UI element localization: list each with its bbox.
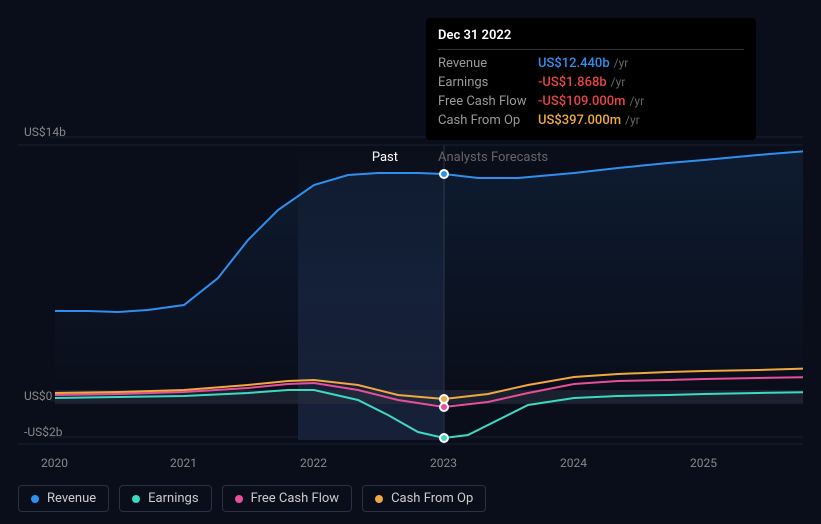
tooltip-row-value: US$12.440b	[538, 56, 610, 71]
tooltip-row: RevenueUS$12.440b/yr	[438, 54, 744, 73]
legend-item-free-cash-flow[interactable]: Free Cash Flow	[222, 485, 352, 512]
tooltip-date: Dec 31 2022	[438, 28, 744, 50]
chart-area: Past Analysts Forecasts US$14b US$0 -US$2b…	[18, 0, 803, 470]
legend-dot	[132, 495, 140, 503]
tooltip-row-label: Revenue	[438, 56, 538, 71]
tooltip-row-label: Free Cash Flow	[438, 94, 538, 109]
y-axis-label: US$14b	[24, 125, 66, 139]
legend-label: Free Cash Flow	[251, 491, 339, 506]
tooltip-row-suffix: /yr	[629, 94, 644, 109]
tooltip-row-value: -US$109.000m	[538, 94, 625, 109]
tooltip-row-value: US$397.000m	[538, 113, 621, 128]
chart-legend: Revenue Earnings Free Cash Flow Cash From O…	[18, 485, 486, 512]
tooltip-row: Earnings-US$1.868b/yr	[438, 73, 744, 92]
x-axis-label: 2020	[41, 456, 68, 470]
tooltip-row: Cash From OpUS$397.000m/yr	[438, 111, 744, 130]
legend-item-earnings[interactable]: Earnings	[119, 485, 211, 512]
tooltip-row: Free Cash Flow-US$109.000m/yr	[438, 92, 744, 111]
x-axis-label: 2023	[430, 456, 457, 470]
y-axis-label: -US$2b	[24, 425, 62, 439]
x-axis-label: 2021	[170, 456, 197, 470]
legend-dot	[235, 495, 243, 503]
tooltip-row-suffix: /yr	[625, 113, 640, 128]
forecast-label: Analysts Forecasts	[438, 150, 548, 165]
x-axis-label: 2025	[690, 456, 717, 470]
tooltip-row-value: -US$1.868b	[538, 75, 607, 90]
tooltip-row-label: Earnings	[438, 75, 538, 90]
legend-label: Revenue	[47, 491, 96, 506]
y-axis-label: US$0	[24, 389, 52, 403]
legend-item-cash-from-op[interactable]: Cash From Op	[362, 485, 486, 512]
tooltip-row-label: Cash From Op	[438, 113, 538, 128]
legend-item-revenue[interactable]: Revenue	[18, 485, 109, 512]
legend-dot	[375, 495, 383, 503]
tooltip-row-suffix: /yr	[611, 75, 626, 90]
x-axis: 2020 2021 2022 2023 2024 2025	[18, 456, 803, 476]
x-axis-label: 2024	[560, 456, 587, 470]
legend-label: Cash From Op	[391, 491, 473, 506]
x-axis-label: 2022	[300, 456, 327, 470]
past-label: Past	[372, 150, 398, 165]
tooltip-row-suffix: /yr	[614, 56, 629, 71]
chart-tooltip: Dec 31 2022 RevenueUS$12.440b/yrEarnings…	[426, 18, 756, 140]
legend-dot	[31, 495, 39, 503]
legend-label: Earnings	[148, 491, 198, 506]
